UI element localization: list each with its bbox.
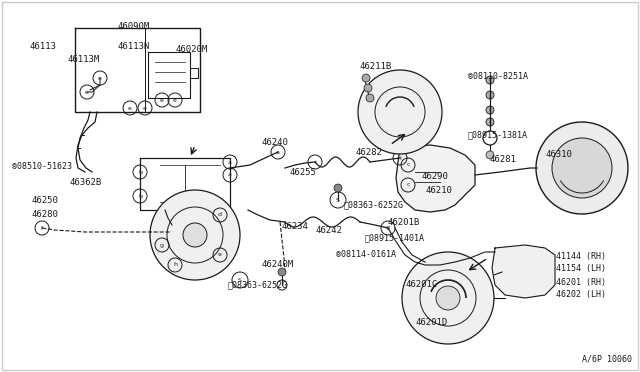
Text: 46240: 46240 (262, 138, 289, 147)
Text: a: a (228, 160, 232, 164)
Text: 46310: 46310 (545, 150, 572, 159)
Text: 46242: 46242 (316, 226, 343, 235)
Text: 46362B: 46362B (70, 178, 102, 187)
Text: ®08110-8251A: ®08110-8251A (468, 72, 528, 81)
Text: Ⓜ08915-1381A: Ⓜ08915-1381A (468, 130, 528, 139)
Text: e: e (85, 90, 89, 94)
Circle shape (183, 223, 207, 247)
Text: e: e (143, 106, 147, 110)
Text: e: e (160, 97, 164, 103)
Text: Ⓜ08915-1401A: Ⓜ08915-1401A (365, 233, 425, 242)
Circle shape (486, 76, 494, 84)
Text: 46113N: 46113N (118, 42, 150, 51)
Circle shape (486, 106, 494, 114)
Text: 46290: 46290 (422, 172, 449, 181)
Text: a: a (228, 173, 232, 177)
Text: g: g (160, 243, 164, 247)
Text: h: h (173, 263, 177, 267)
Text: 46201C: 46201C (406, 280, 438, 289)
Polygon shape (396, 145, 475, 212)
Text: b: b (138, 170, 142, 174)
Circle shape (278, 268, 286, 276)
Text: f: f (41, 225, 43, 231)
Circle shape (358, 70, 442, 154)
Circle shape (486, 151, 494, 159)
Text: Ⓝ08363-6252G: Ⓝ08363-6252G (344, 200, 404, 209)
Text: b: b (138, 193, 142, 199)
Text: 46201B: 46201B (388, 218, 420, 227)
Text: 46202 (LH): 46202 (LH) (556, 290, 606, 299)
Circle shape (436, 286, 460, 310)
Text: Ⓝ08363-6252G: Ⓝ08363-6252G (228, 280, 288, 289)
Circle shape (486, 118, 494, 126)
Text: e: e (98, 76, 102, 80)
Text: S: S (238, 278, 242, 282)
Text: i: i (399, 155, 401, 160)
Text: d: d (218, 212, 222, 218)
Circle shape (552, 138, 612, 198)
Text: 46211B: 46211B (360, 62, 392, 71)
Text: S: S (336, 198, 340, 202)
Text: c: c (406, 163, 410, 167)
Circle shape (150, 190, 240, 280)
Text: 46234: 46234 (282, 222, 309, 231)
Text: 46020M: 46020M (175, 45, 207, 54)
Text: 46250: 46250 (32, 196, 59, 205)
Circle shape (364, 84, 372, 92)
Text: e: e (218, 253, 222, 257)
Text: 46282: 46282 (356, 148, 383, 157)
Circle shape (486, 91, 494, 99)
Text: 46113: 46113 (30, 42, 57, 51)
Text: e: e (128, 106, 132, 110)
Text: 46255: 46255 (290, 168, 317, 177)
Polygon shape (492, 245, 555, 298)
Text: a: a (276, 150, 280, 154)
Text: 46113M: 46113M (68, 55, 100, 64)
Circle shape (402, 252, 494, 344)
Text: ®08114-0161A: ®08114-0161A (336, 250, 396, 259)
Circle shape (362, 74, 370, 82)
Text: 46240M: 46240M (262, 260, 294, 269)
Text: ®08510-51623: ®08510-51623 (12, 162, 72, 171)
Text: 46210: 46210 (425, 186, 452, 195)
Text: 41154 (LH): 41154 (LH) (556, 264, 606, 273)
Text: 46281: 46281 (490, 155, 517, 164)
Text: e: e (173, 97, 177, 103)
Text: 46280: 46280 (32, 210, 59, 219)
Text: 46090M: 46090M (118, 22, 150, 31)
Text: 46201 (RH): 46201 (RH) (556, 278, 606, 287)
Circle shape (536, 122, 628, 214)
Text: c: c (406, 183, 410, 187)
Circle shape (334, 184, 342, 192)
Text: g: g (386, 225, 390, 231)
Text: 46201D: 46201D (415, 318, 447, 327)
Text: i: i (314, 160, 316, 164)
Text: A/6P 10060: A/6P 10060 (582, 355, 632, 364)
Text: 41144 (RH): 41144 (RH) (556, 252, 606, 261)
Circle shape (366, 94, 374, 102)
